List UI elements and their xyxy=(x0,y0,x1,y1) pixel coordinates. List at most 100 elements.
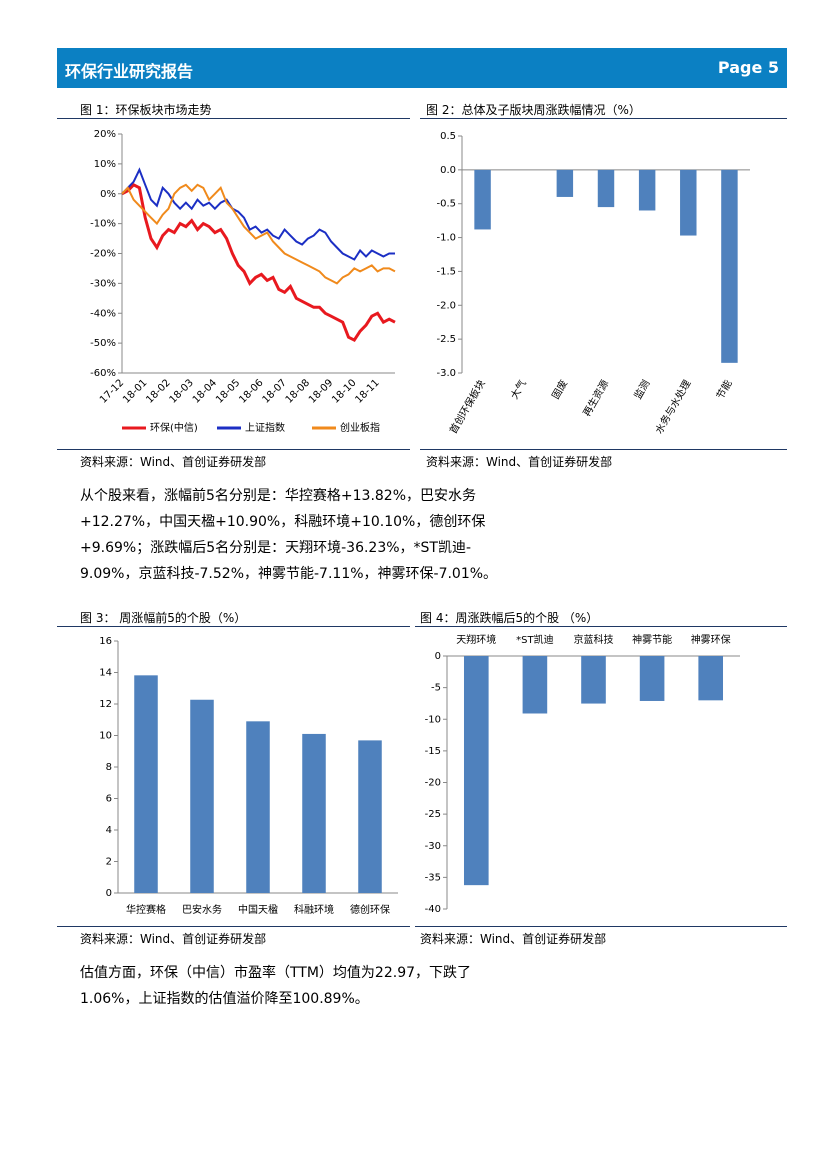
x-tick-label: 中国天楹 xyxy=(238,903,278,916)
y-tick-label: -5 xyxy=(431,683,441,694)
y-tick-label: -15 xyxy=(425,746,441,757)
bar xyxy=(522,656,548,714)
y-tick-label: 0 xyxy=(435,651,441,662)
x-tick-label: 天翔环境 xyxy=(456,633,496,646)
bar xyxy=(302,733,326,893)
x-tick-label: 神雾环保 xyxy=(691,633,731,646)
x-tick-label: 再生资源 xyxy=(580,378,611,419)
x-tick-label: 18-11 xyxy=(353,377,381,405)
x-tick-label: 18-02 xyxy=(144,377,172,405)
bar xyxy=(721,169,738,363)
y-tick-label: 10 xyxy=(99,731,112,742)
y-tick-label: 12 xyxy=(99,699,112,710)
text-line: +12.27%，中国天楹+10.90%，科融环境+10.10%，德创环保 xyxy=(80,514,486,530)
rule xyxy=(57,449,410,450)
source: 资料来源：Wind、首创证券研发部 xyxy=(420,932,607,946)
bar xyxy=(246,721,270,893)
text-line: 估值方面，环保（中信）市盈率（TTM）均值为22.97，下跌了 xyxy=(80,965,472,981)
y-tick-label: 10% xyxy=(94,159,116,170)
y-tick-label: -0.5 xyxy=(436,199,456,210)
text-line: 1.06%，上证指数的估值溢价降至100.89%。 xyxy=(80,991,369,1007)
rule xyxy=(420,449,787,450)
x-tick-label: 科融环境 xyxy=(294,903,334,916)
rule xyxy=(57,926,410,927)
y-tick-label: -20% xyxy=(90,249,116,260)
x-tick-label: 大气 xyxy=(508,378,529,402)
bar xyxy=(597,169,615,208)
y-tick-label: 20% xyxy=(94,129,116,140)
bar xyxy=(556,169,574,197)
x-tick-label: 监测 xyxy=(631,378,652,402)
rule xyxy=(57,626,410,627)
figure-title: 图 2：总体及子版块周涨跌幅情况（%） xyxy=(426,103,641,117)
x-tick-label: 18-05 xyxy=(214,377,242,405)
x-tick-label: 固废 xyxy=(549,378,570,402)
y-tick-label: 0.5 xyxy=(440,131,456,142)
y-tick-label: -60% xyxy=(90,368,116,379)
figure-title: 图 3： 周涨幅前5的个股（%） xyxy=(80,611,247,625)
y-tick-label: -50% xyxy=(90,338,116,349)
bar xyxy=(639,656,665,701)
source: 资料来源：Wind、首创证券研发部 xyxy=(80,455,267,469)
bar xyxy=(698,656,724,701)
y-tick-label: 0.0 xyxy=(440,165,456,176)
header: 环保行业研究报告 Page 5 xyxy=(57,48,787,88)
bar xyxy=(638,169,656,211)
x-tick-label: *ST凯迪 xyxy=(516,633,553,646)
x-tick-label: 巴安水务 xyxy=(182,903,222,916)
y-tick-label: -10% xyxy=(90,219,116,230)
y-tick-label: -35 xyxy=(425,872,441,883)
y-tick-label: -20 xyxy=(425,778,441,789)
bar xyxy=(358,740,382,893)
chart: 0 -5 -10 -15 -20 -25 -30 -35 -40 天翔环境 *ST凯迪 京蓝科技 神雾节… xyxy=(425,633,740,915)
source: 资料来源：Wind、首创证券研发部 xyxy=(80,932,267,946)
line-series xyxy=(121,183,396,285)
source: 资料来源：Wind、首创证券研发部 xyxy=(426,455,613,469)
x-tick-label: 节能 xyxy=(713,378,734,402)
y-tick-label: -3.0 xyxy=(436,368,456,379)
x-tick-label: 18-03 xyxy=(168,377,196,405)
y-tick-label: -25 xyxy=(425,809,441,820)
y-tick-label: -1.5 xyxy=(436,266,456,277)
figure-title: 图 1：环保板块市场走势 xyxy=(80,103,212,117)
rule xyxy=(420,118,787,119)
x-tick-label: 首创环保板块 xyxy=(447,378,488,436)
y-tick-label: 14 xyxy=(99,668,112,679)
x-tick-label: 18-01 xyxy=(121,377,149,405)
bar xyxy=(581,656,606,704)
rule xyxy=(57,118,410,119)
x-tick-label: 17-12 xyxy=(98,377,126,405)
line-series xyxy=(121,167,395,261)
y-tick-label: -30% xyxy=(90,278,116,289)
figure-title: 图 4：周涨跌幅后5的个股 （%） xyxy=(420,611,599,625)
x-tick-label: 18-08 xyxy=(284,377,312,405)
bar xyxy=(680,169,697,236)
x-tick-label: 水务与水处理 xyxy=(652,378,693,436)
legend-label: 上证指数 xyxy=(245,421,285,434)
x-tick-label: 18-04 xyxy=(191,377,219,405)
report-title: 环保行业研究报告 xyxy=(65,62,194,81)
text-line: 从个股来看，涨幅前5名分别是：华控赛格+13.82%，巴安水务 xyxy=(80,488,477,504)
rule xyxy=(415,926,787,927)
x-tick-label: 18-06 xyxy=(237,377,265,405)
x-tick-label: 京蓝科技 xyxy=(574,633,614,646)
x-tick-label: 华控赛格 xyxy=(126,903,166,916)
legend-label: 创业板指 xyxy=(340,421,380,434)
x-tick-label: 18-10 xyxy=(330,377,358,405)
legend-label: 环保(中信) xyxy=(150,421,198,434)
bar xyxy=(134,675,158,893)
chart: 20%10%0%-10%-20%-30%-40%-50%-60%17-1218-… xyxy=(90,129,396,434)
y-tick-label: 6 xyxy=(106,794,112,805)
x-tick-label: 18-07 xyxy=(261,377,289,405)
x-tick-label: 神雾节能 xyxy=(632,633,672,646)
y-tick-label: 0 xyxy=(106,888,112,899)
text-line: +9.69%；涨跌幅后5名分别是：天翔环境-36.23%，*ST凯迪- xyxy=(80,540,472,556)
y-tick-label: 16 xyxy=(99,636,112,647)
rule xyxy=(415,626,787,627)
y-tick-label: -1.0 xyxy=(436,233,456,244)
bar xyxy=(190,699,214,893)
paragraph: 估值方面，环保（中信）市盈率（TTM）均值为22.97，下跌了 1.06%，上证指… xyxy=(80,960,471,1012)
y-tick-label: -2.0 xyxy=(436,300,456,311)
